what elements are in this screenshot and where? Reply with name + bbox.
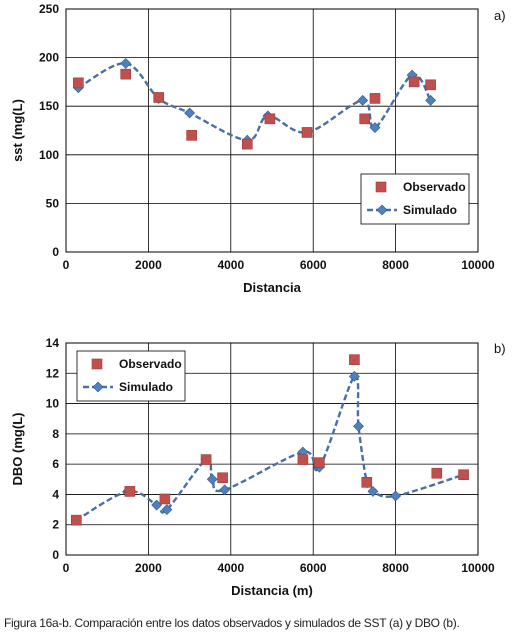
- chart-dbo-x-tick-label: 2000: [135, 561, 162, 575]
- chart-sst-legend-observado-label: Observado: [403, 180, 466, 194]
- chart-sst-plot-area: [65, 8, 479, 253]
- chart-dbo-y-tick-label: 10: [46, 397, 60, 411]
- chart-dbo-legend-observado-marker: [91, 358, 103, 370]
- chart-sst-y-tick-label: 100: [39, 148, 59, 162]
- chart-dbo-y-tick-label: 6: [52, 457, 59, 471]
- chart-dbo-observado-point: [361, 477, 373, 488]
- chart-dbo-simulado-point: [219, 484, 231, 496]
- chart-dbo-observado-point: [124, 486, 136, 497]
- figure-caption: Figura 16a-b. Comparación entre los dato…: [4, 616, 460, 630]
- chart-sst-observado-point: [241, 138, 253, 150]
- chart-sst-observado-point: [369, 93, 381, 104]
- chart-sst-series-observado: [73, 68, 436, 150]
- chart-sst-y-tick-label: 200: [39, 51, 59, 65]
- chart-dbo-x-tick-label: 0: [63, 561, 70, 575]
- chart-dbo-y-tick-label: 4: [52, 487, 59, 501]
- chart-sst-legend: Observado Simulado: [360, 173, 470, 225]
- chart-dbo-y-tick-label: 8: [52, 427, 59, 441]
- chart-dbo-simulado-point: [353, 420, 364, 432]
- chart-dbo-plot-area: [65, 342, 479, 556]
- chart-dbo-x-axis-label: Distancia (m): [231, 583, 313, 598]
- chart-dbo-y-tick-label: 12: [46, 366, 60, 380]
- chart-dbo-simulado-point: [206, 473, 218, 485]
- chart-dbo-observado-point: [71, 514, 82, 526]
- chart-dbo-observado-point: [217, 472, 228, 484]
- chart-sst-observado-point: [359, 113, 371, 125]
- chart-sst-observado-point: [264, 113, 276, 125]
- chart-sst-y-tick-label: 0: [52, 245, 59, 259]
- chart-dbo-observado-point: [458, 469, 469, 481]
- chart-dbo-panel-label: b): [494, 341, 506, 356]
- chart-sst-x-tick-label: 4000: [217, 258, 244, 272]
- chart-sst-simulado-point: [120, 58, 132, 69]
- chart-dbo-y-tick-label: 2: [52, 518, 59, 532]
- chart-dbo-observado-point: [431, 467, 443, 479]
- chart-sst-simulado-point: [369, 122, 381, 134]
- chart-sst-legend-observado-marker: [375, 181, 387, 193]
- chart-dbo-legend-observado-label: Observado: [119, 357, 182, 371]
- chart-dbo-observado-point: [349, 354, 360, 365]
- chart-sst-x-tick-label: 2000: [135, 258, 162, 272]
- chart-sst-simulado-point: [184, 107, 196, 119]
- chart-sst-panel-label: a): [494, 8, 506, 23]
- chart-dbo-observado-point: [159, 493, 171, 505]
- chart-dbo-observado-point: [314, 457, 325, 468]
- chart-sst-observado-point: [425, 79, 436, 91]
- chart-sst-y-tick-label: 250: [39, 2, 59, 16]
- chart-sst-simulado-point: [425, 94, 437, 106]
- chart-dbo-y-tick-label: 14: [46, 336, 60, 350]
- chart-sst-legend-simulado-marker: [376, 204, 388, 216]
- chart-sst-observado-point: [120, 68, 132, 80]
- chart-sst-simulado-point: [357, 94, 369, 106]
- chart-dbo-y-tick-label: 0: [52, 548, 59, 562]
- chart-sst-x-axis-label: Distancia: [243, 280, 302, 295]
- chart-dbo-legend: Observado Simulado: [76, 350, 186, 402]
- chart-dbo-observado-point: [297, 454, 309, 465]
- chart-dbo-series-observado: [71, 354, 469, 526]
- chart-sst-x-tick-label: 8000: [382, 258, 409, 272]
- chart-sst-observado-point: [153, 92, 164, 103]
- chart-sst-x-tick-label: 6000: [300, 258, 327, 272]
- chart-dbo-x-tick-label: 10000: [461, 561, 495, 575]
- chart-sst-x-tick-label: 0: [63, 258, 70, 272]
- chart-dbo-simulado-point: [367, 485, 379, 497]
- chart-dbo-simulado-point: [390, 490, 402, 502]
- chart-sst-observado-point: [73, 77, 84, 89]
- chart-sst-observado-point: [301, 127, 313, 138]
- chart-dbo-y-axis-label: DBO (mg(L): [10, 413, 25, 486]
- chart-sst-y-axis-label: sst (mg(L): [10, 99, 25, 162]
- chart-sst-y-tick-label: 50: [46, 196, 60, 210]
- chart-sst-x-tick-label: 10000: [461, 258, 495, 272]
- chart-dbo-x-tick-label: 6000: [300, 561, 327, 575]
- chart-dbo-simulado-point: [161, 504, 173, 515]
- chart-sst-observado-point: [186, 130, 197, 141]
- chart-sst-y-tick-label: 150: [39, 99, 59, 113]
- chart-dbo-x-tick-label: 8000: [382, 561, 409, 575]
- chart-dbo-x-tick-label: 4000: [217, 561, 244, 575]
- chart-dbo-legend-simulado-label: Simulado: [119, 380, 173, 394]
- chart-dbo-simulado-point: [348, 370, 360, 382]
- chart-dbo-observado-point: [200, 454, 212, 465]
- chart-sst-legend-simulado-label: Simulado: [403, 203, 457, 217]
- chart-dbo-legend-simulado-marker: [92, 381, 104, 393]
- chart-sst-observado-point: [408, 76, 420, 88]
